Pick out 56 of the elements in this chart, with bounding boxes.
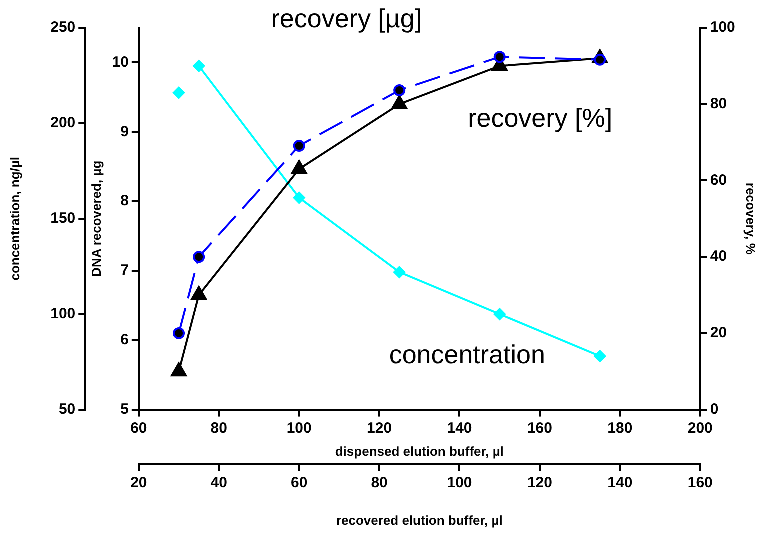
point bbox=[291, 160, 308, 174]
x2-tick-label: 80 bbox=[371, 474, 388, 492]
x-tick-label: 80 bbox=[210, 420, 228, 437]
y-tick-label: 7 bbox=[120, 262, 129, 280]
x-axis-title: dispensed elution buffer, µl bbox=[335, 444, 504, 460]
y-tick-label: 8 bbox=[120, 192, 129, 210]
x-tick-label: 160 bbox=[527, 420, 552, 437]
x2-tick-label: 40 bbox=[210, 474, 228, 492]
y3-tick-label: 100 bbox=[50, 305, 76, 322]
series-label: concentration bbox=[389, 340, 546, 370]
y3-tick-label: 200 bbox=[50, 114, 76, 132]
x-tick-label: 100 bbox=[286, 420, 312, 437]
point bbox=[394, 266, 406, 278]
point bbox=[193, 251, 206, 264]
y2-tick-label: 0 bbox=[710, 400, 719, 418]
y2-axis-title: recovery, % bbox=[744, 182, 759, 256]
x2-tick-label: 140 bbox=[608, 474, 633, 492]
point bbox=[494, 308, 506, 320]
point bbox=[594, 350, 606, 362]
x2-axis-title: recovered elution buffer, µl bbox=[336, 512, 503, 528]
y2-tick-label: 20 bbox=[710, 324, 728, 342]
y-tick-label: 10 bbox=[112, 54, 129, 71]
point bbox=[173, 86, 186, 99]
x-tick-label: 120 bbox=[367, 420, 392, 437]
x-tick-label: 140 bbox=[447, 420, 472, 437]
y-tick-label: 5 bbox=[120, 400, 129, 418]
y3-tick-label: 50 bbox=[58, 400, 76, 418]
x2-tick-label: 160 bbox=[688, 474, 713, 492]
series-label: recovery [%] bbox=[468, 102, 613, 133]
point bbox=[293, 192, 306, 204]
x2-tick-label: 100 bbox=[447, 474, 472, 492]
y-axis-title: DNA recovered, µg bbox=[89, 160, 104, 277]
point bbox=[191, 286, 207, 300]
point bbox=[392, 95, 408, 110]
y2-tick-label: 80 bbox=[710, 96, 728, 112]
x-tick-label: 200 bbox=[688, 420, 713, 437]
y-tick-label: 9 bbox=[120, 123, 129, 140]
point bbox=[293, 140, 306, 152]
series-label: recovery [µg] bbox=[271, 4, 422, 34]
y2-tick-label: 100 bbox=[710, 19, 736, 36]
x2-tick-label: 60 bbox=[290, 474, 308, 492]
y3-axis-title: concentration, ng/µl bbox=[7, 157, 22, 281]
point bbox=[193, 60, 206, 72]
y3-tick-label: 250 bbox=[50, 19, 76, 36]
x2-tick-label: 120 bbox=[527, 474, 552, 492]
x-tick-label: 180 bbox=[608, 420, 633, 437]
point bbox=[173, 327, 186, 340]
point bbox=[171, 362, 187, 377]
x2-tick-label: 20 bbox=[130, 474, 148, 492]
y3-tick-label: 150 bbox=[50, 210, 76, 228]
y-tick-label: 6 bbox=[120, 332, 129, 349]
point bbox=[394, 84, 406, 96]
y2-tick-label: 60 bbox=[710, 172, 728, 189]
point bbox=[494, 51, 506, 64]
x-tick-label: 60 bbox=[130, 420, 148, 437]
y2-tick-label: 40 bbox=[710, 248, 728, 266]
